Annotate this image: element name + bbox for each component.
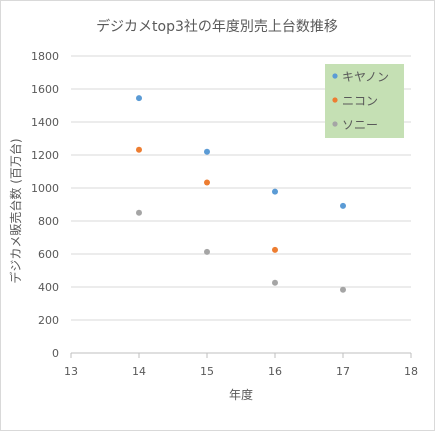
data-point [340, 286, 346, 293]
legend-marker [332, 97, 338, 103]
legend-marker [332, 121, 338, 127]
x-tick-label: 13 [64, 365, 78, 378]
y-tick-label: 600 [38, 248, 59, 261]
data-point [340, 202, 346, 209]
x-tick-label: 15 [200, 365, 214, 378]
y-tick-label: 1800 [31, 50, 59, 63]
axes [70, 352, 412, 358]
data-point [204, 248, 210, 255]
data-point [272, 279, 278, 286]
data-point [272, 188, 278, 195]
x-tick-label: 17 [336, 365, 350, 378]
data-point [204, 179, 210, 186]
y-tick-label: 0 [52, 347, 59, 360]
y-tick-label: 800 [38, 215, 59, 228]
x-tick-label: 16 [268, 365, 282, 378]
legend-marker [332, 73, 338, 79]
x-tick-label: 18 [404, 365, 418, 378]
x-tick-label: 14 [132, 365, 146, 378]
data-point [272, 246, 278, 253]
y-tick-label: 1000 [31, 182, 59, 195]
legend-box [325, 64, 404, 138]
data-point [136, 209, 142, 216]
legend-label: キヤノン [342, 70, 389, 84]
chart-title: デジカメtop3社の年度別売上台数推移 [96, 18, 338, 35]
x-tick-labels: 13 14 15 16 17 18 [64, 365, 418, 378]
data-point [136, 95, 142, 102]
y-tick-label: 1600 [31, 83, 59, 96]
y-axis-label: デジカメ販売台数 (百万台) [8, 138, 23, 283]
data-points [136, 95, 346, 293]
data-point [204, 148, 210, 155]
data-point [136, 146, 142, 153]
legend-label: ニコン [342, 94, 378, 108]
y-tick-label: 1200 [31, 149, 59, 162]
x-axis-label: 年度 [229, 387, 253, 402]
y-tick-label: 1400 [31, 116, 59, 129]
y-tick-label: 200 [38, 314, 59, 327]
legend-label: ソニー [342, 118, 378, 132]
gridlines [71, 55, 411, 321]
y-tick-label: 400 [38, 281, 59, 294]
y-tick-labels: 0 200 400 600 800 1000 1200 1400 1600 1800 [31, 50, 59, 360]
